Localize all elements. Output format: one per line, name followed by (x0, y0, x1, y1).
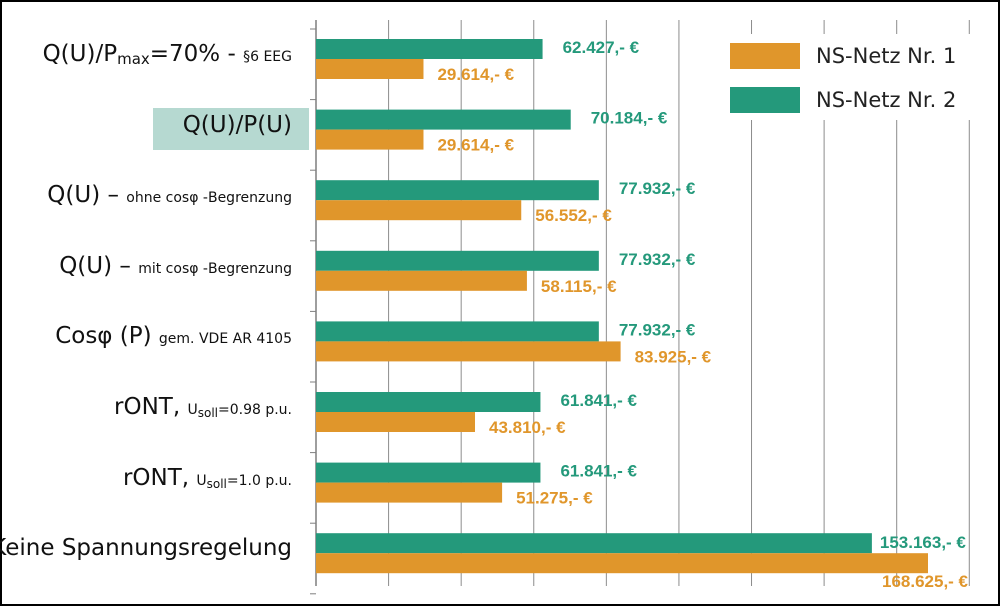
legend-item-ns-netz-1: NS-Netz Nr. 1 (730, 40, 956, 72)
data-label-ns-netz-1-1: 29.614,- € (437, 136, 514, 155)
category-label-1: Q(U)/P(U) (182, 111, 292, 138)
bar-ns-netz-2-7 (316, 533, 872, 554)
data-label-ns-netz-2-3: 77.932,- € (619, 250, 696, 269)
category-label-4: Cosφ (P) gem. VDE AR 4105 (55, 325, 292, 348)
data-label-ns-netz-2-5: 61.841,- € (560, 391, 637, 410)
bar-ns-netz-1-2 (316, 200, 522, 221)
legend-swatch-ns-netz-1 (730, 43, 800, 69)
data-label-ns-netz-2-4: 77.932,- € (619, 320, 696, 339)
category-label-small: mit cosφ -Begrenzung (138, 260, 292, 277)
bar-ns-netz-2-5 (316, 392, 541, 412)
data-label-ns-netz-1-2: 56.552,- € (535, 206, 612, 225)
bar-ns-netz-1-1 (316, 129, 424, 150)
data-label-ns-netz-2-1: 70.184,- € (591, 109, 668, 128)
legend-item-ns-netz-2: NS-Netz Nr. 2 (730, 84, 956, 116)
category-label-2: Q(U) – ohne cosφ -Begrenzung (47, 184, 292, 207)
bar-ns-netz-2-2 (316, 180, 599, 201)
data-label-ns-netz-2-7: 153.163,- € (880, 533, 967, 552)
bar-ns-netz-1-0 (316, 59, 424, 79)
category-label-small: Usoll=1.0 p.u. (196, 472, 292, 491)
bar-ns-netz-2-4 (316, 321, 599, 342)
legend-label-ns-netz-1: NS-Netz Nr. 1 (816, 44, 957, 68)
category-label-small: §6 EEG (243, 49, 292, 65)
legend-swatch-ns-netz-2 (730, 87, 800, 113)
bar-ns-netz-2-6 (316, 462, 541, 483)
category-label-small: Usoll=0.98 p.u. (187, 402, 292, 420)
bar-ns-netz-2-3 (316, 250, 599, 271)
data-label-ns-netz-1-5: 43.810,- € (489, 418, 566, 437)
category-label-7: Keine Spannungsregelung (0, 537, 292, 560)
category-label-main: Q(U) – (47, 182, 127, 209)
data-label-ns-netz-1-3: 58.115,- € (541, 277, 617, 296)
category-label-main: rONT, (122, 464, 197, 491)
category-label-6: rONT, Usoll=1.0 p.u. (122, 464, 292, 491)
category-label-3: Q(U) – mit cosφ -Begrenzung (59, 252, 292, 279)
category-label-main: Q(U)/P(U) (182, 111, 292, 138)
bar-ns-netz-1-6 (316, 482, 503, 503)
data-label-ns-netz-1-6: 51.275,- € (516, 489, 593, 508)
bar-ns-netz-1-3 (316, 270, 527, 291)
legend: NS-Netz Nr. 1 NS-Netz Nr. 2 (730, 34, 980, 120)
bar-ns-netz-1-4 (316, 341, 621, 362)
data-label-ns-netz-1-4: 83.925,- € (635, 347, 712, 366)
data-label-ns-netz-1-0: 29.614,- € (437, 65, 514, 84)
data-label-ns-netz-2-2: 77.932,- € (619, 179, 696, 198)
category-label-small-sub: soll (206, 476, 227, 491)
data-label-ns-netz-2-6: 61.841,- € (560, 462, 637, 481)
data-label-ns-netz-2-0: 62.427,- € (563, 38, 640, 57)
bar-ns-netz-2-1 (316, 109, 571, 130)
bar-ns-netz-1-5 (316, 412, 476, 432)
category-highlight (153, 108, 309, 150)
category-label-main: Keine Spannungsregelung (0, 535, 292, 562)
category-label-small: ohne cosφ -Begrenzung (126, 190, 292, 207)
bar-ns-netz-2-0 (316, 39, 543, 59)
data-label-ns-netz-1-7: 168.625,- € (882, 572, 969, 591)
category-label-small-sub: soll (197, 406, 218, 420)
category-label-main: Q(U) – (59, 252, 139, 279)
category-label-0: Q(U)/Pmax=70% - §6 EEG (43, 43, 292, 67)
legend-label-ns-netz-2: NS-Netz Nr. 2 (816, 88, 957, 112)
category-label-main: rONT, (114, 394, 188, 420)
category-label-sub: max (117, 50, 150, 68)
bar-ns-netz-1-7 (316, 553, 928, 574)
category-label-main: Q(U)/Pmax=70% - (42, 41, 244, 68)
category-label-small: gem. VDE AR 4105 (158, 331, 292, 348)
category-label-main: Cosφ (P) (55, 323, 159, 350)
category-label-5: rONT, Usoll=0.98 p.u. (114, 394, 292, 420)
